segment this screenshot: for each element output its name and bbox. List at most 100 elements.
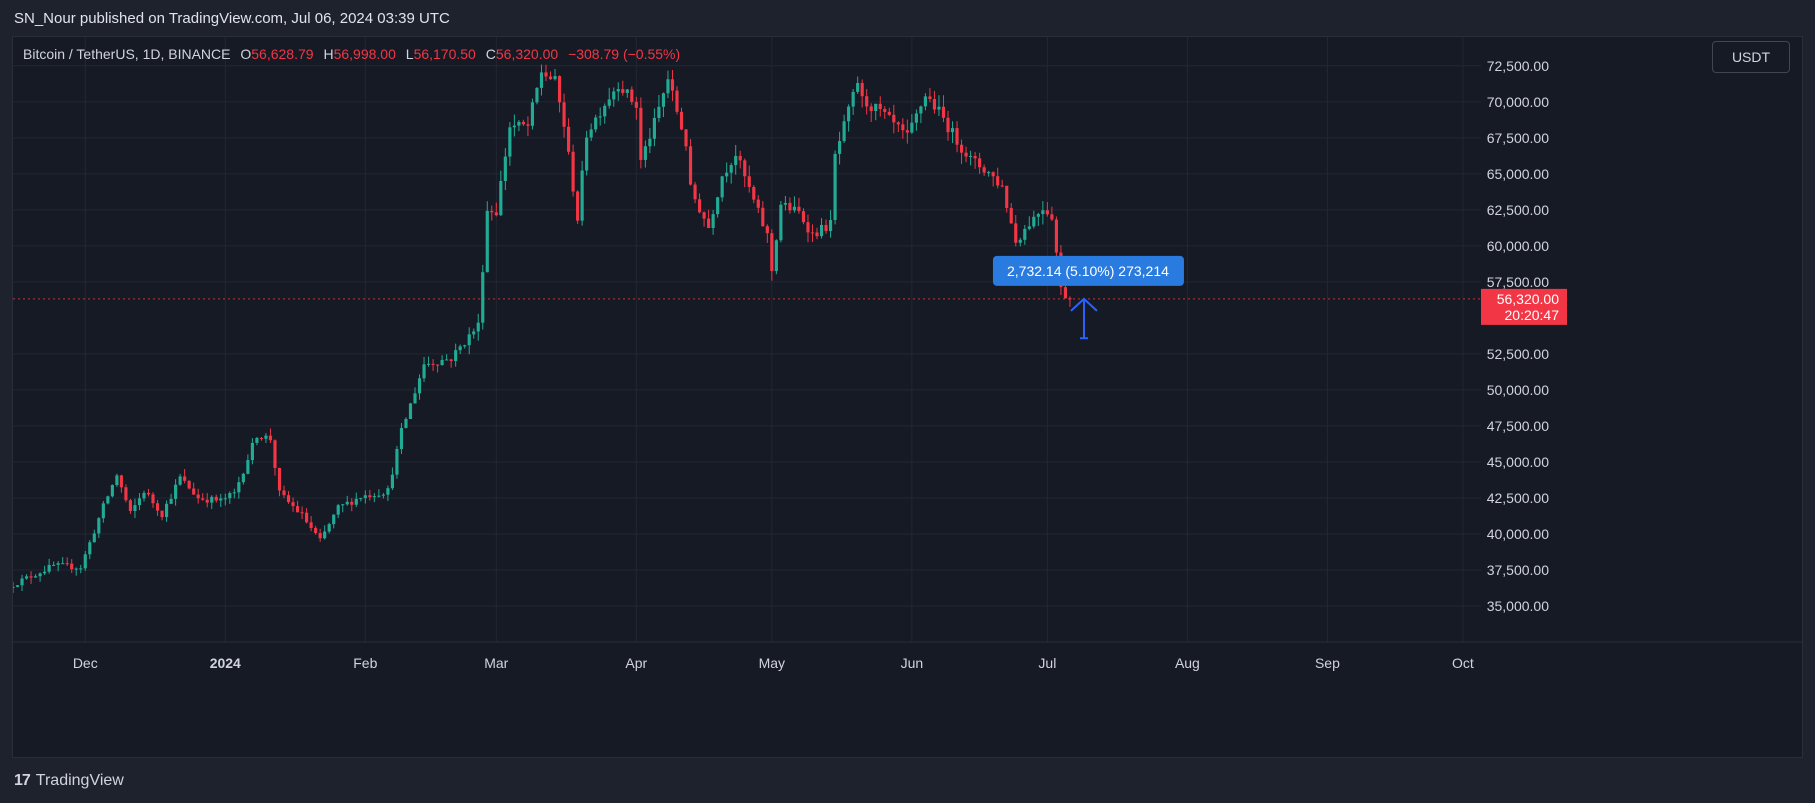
- candle-body[interactable]: [399, 427, 404, 450]
- candle-body[interactable]: [919, 106, 923, 114]
- candle-body[interactable]: [774, 240, 778, 272]
- candle-body[interactable]: [517, 121, 521, 126]
- candle-body[interactable]: [259, 437, 264, 439]
- candle-body[interactable]: [264, 435, 268, 439]
- candle-body[interactable]: [851, 91, 855, 107]
- candle-body[interactable]: [526, 124, 530, 126]
- candle-body[interactable]: [824, 224, 828, 232]
- candle-body[interactable]: [557, 76, 562, 103]
- candle-body[interactable]: [932, 98, 937, 110]
- candle-body[interactable]: [896, 122, 900, 125]
- tradingview-brand[interactable]: 17 TradingView: [14, 772, 124, 790]
- candle-body[interactable]: [585, 137, 589, 171]
- candle-body[interactable]: [106, 496, 110, 504]
- candle-body[interactable]: [291, 502, 295, 507]
- candle-body[interactable]: [183, 476, 187, 481]
- candle-body[interactable]: [422, 364, 426, 379]
- symbol-title[interactable]: Bitcoin / TetherUS, 1D, BINANCE: [23, 46, 231, 62]
- candle-body[interactable]: [792, 206, 797, 211]
- candle-body[interactable]: [729, 165, 733, 173]
- candle-body[interactable]: [571, 151, 575, 192]
- candle-body[interactable]: [883, 108, 887, 112]
- candle-body[interactable]: [580, 170, 584, 221]
- candle-body[interactable]: [38, 573, 42, 577]
- candle-body[interactable]: [819, 224, 824, 237]
- candle-body[interactable]: [959, 144, 964, 153]
- candle-body[interactable]: [196, 494, 200, 499]
- candle-body[interactable]: [490, 210, 494, 213]
- measure-tool[interactable]: 2,732.14 (5.10%) 273,214: [992, 255, 1184, 340]
- candle-body[interactable]: [797, 206, 801, 212]
- candle-body[interactable]: [598, 116, 602, 118]
- candle-body[interactable]: [363, 495, 367, 499]
- candle-body[interactable]: [901, 124, 905, 131]
- candle-body[interactable]: [467, 334, 471, 346]
- candle-body[interactable]: [707, 218, 711, 229]
- candle-body[interactable]: [892, 114, 896, 123]
- candle-body[interactable]: [860, 83, 864, 97]
- candle-body[interactable]: [810, 232, 815, 234]
- candle-body[interactable]: [97, 518, 101, 534]
- candle-body[interactable]: [323, 531, 327, 539]
- candle-body[interactable]: [937, 106, 941, 110]
- candle-body[interactable]: [1041, 210, 1045, 215]
- candle-body[interactable]: [223, 498, 227, 500]
- candle-body[interactable]: [711, 214, 715, 229]
- candle-body[interactable]: [327, 524, 331, 532]
- candle-body[interactable]: [991, 172, 995, 177]
- candle-body[interactable]: [697, 199, 702, 213]
- candle-body[interactable]: [612, 91, 616, 100]
- candle-body[interactable]: [115, 475, 119, 486]
- candle-body[interactable]: [463, 345, 467, 347]
- candle-body[interactable]: [332, 514, 336, 525]
- candle-body[interactable]: [169, 498, 173, 504]
- candle-body[interactable]: [765, 226, 769, 234]
- candle-body[interactable]: [946, 117, 950, 133]
- candle-body[interactable]: [88, 542, 92, 555]
- candle-body[interactable]: [34, 576, 38, 578]
- candle-body[interactable]: [210, 496, 214, 503]
- candle-body[interactable]: [13, 586, 15, 588]
- candle-body[interactable]: [404, 418, 408, 428]
- candle-body[interactable]: [688, 146, 693, 185]
- candle-body[interactable]: [449, 359, 453, 362]
- price-chart[interactable]: 2,732.14 (5.10%) 273,214 72,500.00 70,000…: [13, 37, 1802, 757]
- candle-body[interactable]: [562, 102, 566, 127]
- candle-body[interactable]: [413, 393, 417, 404]
- candle-body[interactable]: [20, 578, 24, 586]
- candle-body[interactable]: [255, 437, 259, 443]
- candle-body[interactable]: [83, 554, 87, 569]
- candle-body[interactable]: [1054, 219, 1058, 253]
- candle-body[interactable]: [124, 487, 128, 501]
- candle-body[interactable]: [679, 111, 684, 130]
- candle-body[interactable]: [603, 105, 607, 117]
- candle-body[interactable]: [503, 156, 507, 182]
- candle-body[interactable]: [350, 501, 354, 505]
- candle-body[interactable]: [386, 488, 390, 495]
- candle-body[interactable]: [639, 107, 643, 160]
- candle-body[interactable]: [1000, 185, 1004, 187]
- candle-body[interactable]: [869, 106, 873, 111]
- candle-body[interactable]: [756, 199, 760, 208]
- candle-body[interactable]: [1027, 226, 1031, 229]
- candle-body[interactable]: [426, 363, 431, 365]
- candle-body[interactable]: [648, 138, 652, 147]
- candle-body[interactable]: [345, 501, 349, 505]
- candle-body[interactable]: [440, 359, 444, 366]
- candle-body[interactable]: [914, 113, 918, 123]
- candle-body[interactable]: [887, 111, 891, 115]
- candle-body[interactable]: [273, 440, 277, 468]
- candle-body[interactable]: [485, 210, 489, 273]
- candle-body[interactable]: [381, 494, 385, 496]
- candle-body[interactable]: [553, 76, 557, 80]
- candle-body[interactable]: [973, 156, 977, 159]
- candle-body[interactable]: [530, 102, 535, 126]
- candle-body[interactable]: [643, 146, 647, 160]
- candle-body[interactable]: [806, 222, 810, 233]
- candle-body[interactable]: [408, 403, 413, 419]
- candle-body[interactable]: [52, 564, 56, 566]
- candle-body[interactable]: [174, 484, 178, 499]
- candle-body[interactable]: [838, 141, 842, 154]
- candle-body[interactable]: [1050, 214, 1054, 220]
- candle-body[interactable]: [670, 79, 675, 91]
